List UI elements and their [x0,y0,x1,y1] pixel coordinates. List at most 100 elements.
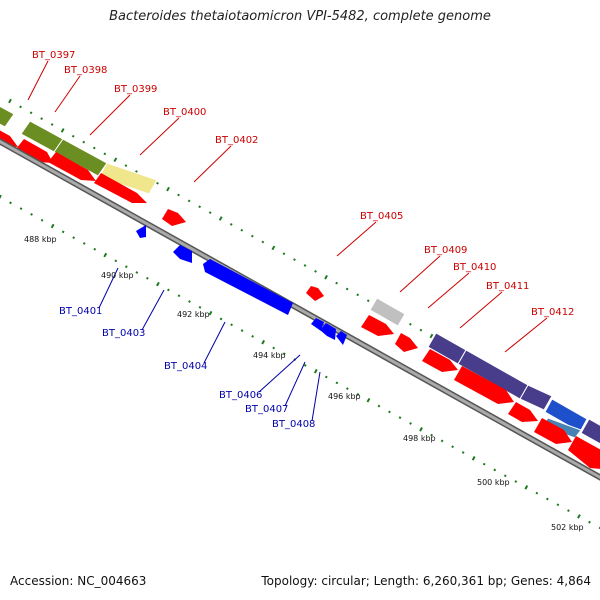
gene-arrow-BT_0399[interactable] [48,152,96,181]
track-segment-purple-4[interactable] [580,418,600,446]
gene-arrow-BT_0410[interactable] [395,333,418,352]
minor-tick [282,352,286,356]
gene-arrow-BT_0401[interactable] [136,225,146,238]
minor-tick [240,329,244,332]
gene-label-BT_0397[interactable]: BT_0397 [32,50,75,61]
leader-line-BT_0397 [27,60,49,101]
gene-arrow-BT_0411[interactable] [422,349,458,372]
major-tick [429,333,434,339]
minor-tick [451,445,455,449]
gene-label-BT_0401[interactable]: BT_0401 [59,306,102,317]
minor-tick [430,433,433,437]
minor-tick [219,317,223,321]
track-segment-olive-3[interactable] [53,138,108,177]
gene-label-BT_0407[interactable]: BT_0407 [245,404,288,415]
minor-tick [419,328,423,332]
minor-tick [177,294,181,298]
major-tick [419,426,423,432]
gene-label-BT_0398[interactable]: BT_0398 [64,65,107,76]
leader-line-BT_0410 [427,272,470,309]
major-tick [324,274,328,280]
minor-tick [40,117,43,121]
leader-line-BT_0402 [193,145,232,183]
major-tick [577,514,581,519]
gene-arrow-BT_0409[interactable] [361,315,394,336]
minor-tick [545,497,549,501]
gene-arrow-BT_0408[interactable] [336,331,347,345]
minor-tick [93,247,97,251]
minor-tick [240,228,244,232]
minor-tick [156,181,159,185]
minor-tick [461,451,465,454]
minor-tick [535,491,539,495]
minor-tick [198,305,202,309]
major-tick [60,128,65,133]
gene-arrow-BT_0414[interactable] [534,418,572,444]
gene-label-BT_0409[interactable]: BT_0409 [424,245,467,256]
gene-arrow-BT_0412[interactable] [454,366,514,404]
track-segment-purple-3[interactable] [519,384,553,411]
minor-tick [187,199,191,203]
minor-tick [345,387,349,391]
gene-label-BT_0404[interactable]: BT_0404 [164,361,207,372]
gene-label-BT_0400[interactable]: BT_0400 [163,107,206,118]
gene-arrow-BT_0398[interactable] [16,139,53,163]
ruler-label: 496 kbp [328,392,361,401]
leader-line-BT_0411 [459,291,503,329]
gene-label-BT_0405[interactable]: BT_0405 [360,211,403,222]
genome-summary-text: Topology: circular; Length: 6,260,361 bp… [261,574,591,588]
ruler-labels: 488 kbp 490 kbp 492 kbp 494 kbp 496 kbp 498 k… [24,235,584,532]
minor-tick [303,264,307,267]
major-tick [113,157,118,163]
track-segment-grey[interactable] [369,297,406,327]
major-tick [50,223,55,229]
minor-tick [229,222,233,226]
gene-label-BT_0399[interactable]: BT_0399 [114,84,157,95]
ruler-label: 488 kbp [24,235,57,244]
leader-line-BT_0412 [504,317,548,353]
track-segment-cream[interactable] [98,162,158,195]
minor-tick [230,323,233,327]
gene-label-BT_0408[interactable]: BT_0408 [272,419,315,430]
leader-line-BT_0403 [141,289,165,331]
gene-arrow-BT_0413[interactable] [508,402,538,422]
minor-tick [366,299,370,303]
annotation-track [0,101,600,446]
gene-arrow-BT_0407[interactable] [320,323,336,340]
gene-arrow-BT_0415[interactable] [568,436,600,470]
minor-tick [250,234,254,238]
ruler-label: 490 kbp [101,271,134,280]
gene-label-BT_0410[interactable]: BT_0410 [453,262,496,273]
minor-tick [72,236,76,240]
gene-arrow-BT_0400[interactable] [94,173,147,203]
gene-arrow-BT_0404[interactable] [203,259,293,315]
minor-tick [92,146,96,150]
ruler-label: 492 kbp [177,310,210,319]
gene-label-BT_0403[interactable]: BT_0403 [102,328,145,339]
gene-arrow-BT_0403[interactable] [173,245,192,263]
minor-tick [493,468,497,472]
leader-line-BT_0407 [284,361,306,407]
leader-line-BT_0406 [258,354,301,393]
major-tick [524,485,529,490]
gene-label-BT_0402[interactable]: BT_0402 [215,135,258,146]
major-tick [313,368,318,374]
map-title: Bacteroides thetaiotaomicron VPI-5482, c… [109,9,491,24]
minor-tick [177,193,180,197]
minor-tick [135,271,139,274]
track-segment-olive-1[interactable] [0,101,15,128]
gene-arrow-BT_0405[interactable] [306,286,324,301]
gene-label-BT_0406[interactable]: BT_0406 [219,390,262,401]
gene-label-BT_0412[interactable]: BT_0412 [531,307,574,318]
gene-label-BT_0411[interactable]: BT_0411 [486,281,529,292]
minor-tick [19,105,22,109]
minor-tick [61,230,65,234]
gene-arrow-BT_0406[interactable] [311,318,324,331]
minor-tick [282,252,286,256]
major-tick [261,339,266,345]
gene-arrow-BT_0402[interactable] [162,209,186,226]
leader-line-BT_0405 [336,221,377,257]
minor-tick [335,381,339,385]
